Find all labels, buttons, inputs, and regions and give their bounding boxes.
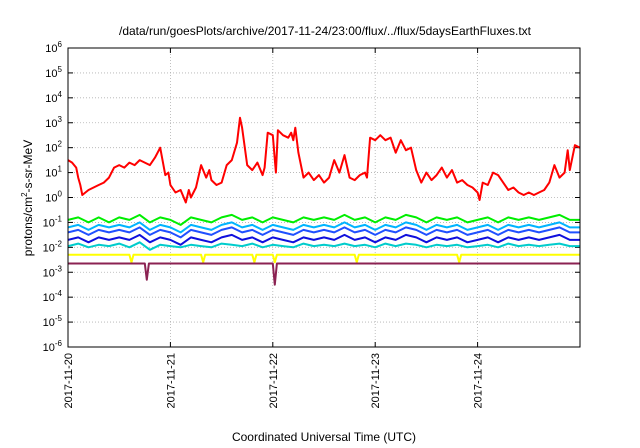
x-axis-label: Coordinated Universal Time (UTC) [232,430,416,444]
series-line-3 [68,226,580,239]
y-tick-label: 104 [45,90,62,105]
chart-title: /data/run/goesPlots/archive/2017-11-24/2… [119,24,532,38]
y-tick-label: 102 [45,140,62,155]
x-tick-label: 2017-11-21 [165,353,177,408]
y-tick-label: 101 [45,165,62,180]
x-tick-label: 2017-11-22 [268,353,280,408]
y-tick-label: 10-2 [43,239,63,254]
y-axis-label-sup: 2 [20,192,29,197]
x-tick-label: 2017-11-23 [370,353,382,408]
y-tick-labels: 10-6 10-5 10-4 10-3 10-2 10-1 100 101 102 103 104 1… [43,40,63,354]
y-tick-label: 106 [45,40,62,55]
plot-frame [67,47,581,348]
x-tick-labels: 2017-11-20 2017-11-21 2017-11-22 2017-11-23… [63,353,485,408]
grid-lines [67,47,580,348]
series-lines [68,116,580,286]
y-tick-label: 100 [45,190,62,205]
y-axis-label-base: protons/cm [21,197,35,256]
series-line-0 [68,116,580,204]
y-tick-label: 10-6 [43,339,63,354]
series-line-1 [68,213,580,226]
series-line-7 [68,262,580,286]
series-line-5 [68,241,580,251]
y-tick-label: 10-4 [43,289,63,304]
series-line-4 [68,233,580,246]
y-tick-label: 10-5 [43,314,63,329]
y-tick-label: 105 [45,65,62,80]
series-line-6 [68,253,580,264]
x-tick-label: 2017-11-24 [473,353,485,408]
y-axis-label: protons/cm2-s-sr-MeV [20,140,35,256]
y-tick-label: 103 [45,115,62,130]
y-tick-label: 10-1 [43,214,63,229]
series-line-2 [68,221,580,234]
y-tick-label: 10-3 [43,264,63,279]
y-axis-label-rest: -s-sr-MeV [21,140,35,193]
x-tick-label: 2017-11-20 [63,353,75,408]
